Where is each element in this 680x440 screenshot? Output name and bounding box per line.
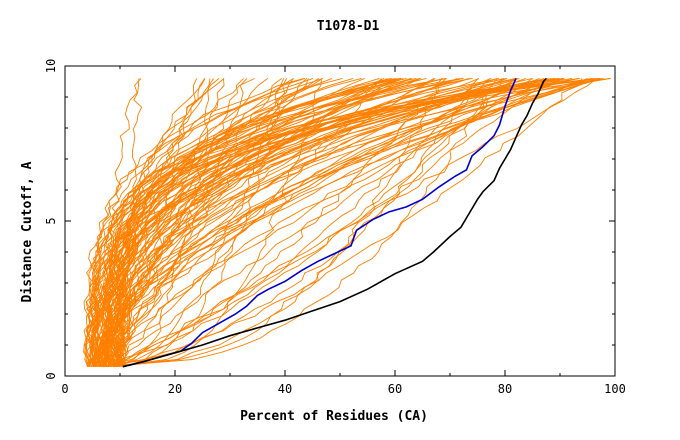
background-curve (92, 78, 490, 368)
background-curve (104, 77, 580, 367)
y-axis-ticks: 0 5 10 (44, 59, 615, 380)
background-curve (120, 77, 556, 367)
background-curve (102, 77, 551, 367)
background-curve (91, 77, 324, 367)
background-curve (103, 78, 498, 368)
y-axis-label: Distance Cutoff, A (20, 161, 35, 302)
x-tick-label: 60 (388, 382, 402, 396)
background-curve (107, 78, 550, 368)
background-curve (116, 77, 480, 367)
background-curve (90, 77, 580, 367)
x-tick-label: 80 (498, 382, 512, 396)
y-tick-label: 10 (44, 59, 58, 73)
background-curve (103, 78, 206, 367)
background-curve (101, 78, 294, 367)
background-curve (90, 77, 579, 367)
background-curve (102, 77, 446, 367)
chart-title: T1078-D1 (317, 19, 380, 34)
background-curve (83, 77, 470, 367)
background-curve (98, 78, 198, 368)
background-curve (112, 78, 517, 367)
background-curve (99, 77, 463, 367)
background-curve (103, 78, 288, 368)
background-curve (93, 78, 211, 367)
y-tick-label: 0 (44, 372, 58, 379)
y-tick-label: 5 (44, 217, 58, 224)
background-curve (103, 77, 611, 367)
background-curve (113, 77, 588, 367)
background-curve (102, 78, 583, 368)
background-curve (92, 77, 505, 367)
background-curve (108, 77, 600, 367)
background-curve (106, 78, 382, 368)
background-curves (83, 77, 611, 368)
highlight-curves (122, 77, 547, 368)
x-axis-label: Percent of Residues (CA) (240, 409, 428, 424)
x-axis-ticks: 0 20 40 60 80 100 (61, 66, 626, 396)
x-tick-label: 40 (278, 382, 292, 396)
background-curve (123, 78, 447, 368)
background-curve (116, 78, 285, 368)
background-curve (102, 77, 526, 367)
background-curve (102, 78, 244, 368)
background-curve (110, 77, 391, 367)
background-curve (98, 78, 283, 367)
blue-series-line (122, 78, 517, 368)
background-curve (116, 78, 564, 367)
background-curve (85, 77, 407, 367)
background-curve (117, 78, 309, 367)
background-curve (116, 77, 545, 367)
background-curve (112, 78, 323, 368)
background-curve (105, 77, 601, 367)
x-tick-label: 20 (168, 382, 182, 396)
background-curve (98, 78, 435, 367)
x-tick-label: 0 (61, 382, 68, 396)
black-series-line (122, 77, 547, 368)
background-curve (85, 78, 319, 367)
background-curve (111, 78, 143, 368)
x-tick-label: 100 (604, 382, 626, 396)
background-curve (106, 77, 314, 367)
background-curve (96, 77, 555, 367)
